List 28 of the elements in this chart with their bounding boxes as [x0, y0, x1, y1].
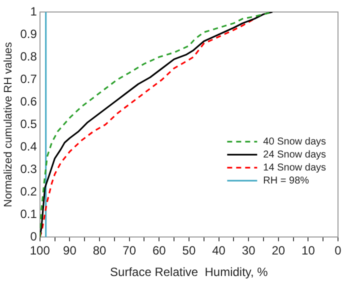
x-tick-label: 0	[334, 244, 342, 258]
x-tick-label: 60	[152, 244, 166, 258]
y-tick-label: 0	[30, 230, 38, 244]
y-tick-label: 0.5	[20, 116, 38, 131]
x-tick-label: 40	[212, 244, 226, 258]
y-axis-title: Normalized cumulative RH values	[2, 42, 15, 208]
y-tick-label: 0.3	[20, 162, 38, 176]
legend-label: RH = 98%	[263, 175, 310, 186]
x-tick-label: 100	[30, 244, 50, 258]
y-tick-label: 0.8	[20, 49, 38, 64]
legend-label: 14 Snow days	[263, 162, 326, 174]
y-tick-label: 1	[30, 4, 38, 18]
legend-label: 40 Snow days	[263, 136, 326, 148]
x-tick-label: 50	[182, 244, 196, 258]
y-tick-label: 0.1	[20, 206, 38, 221]
y-tick-label: 0.9	[20, 26, 38, 41]
y-tick-label: 0.7	[20, 72, 38, 86]
legend-label: 24 Snow days	[263, 149, 326, 160]
x-tick-label: 20	[272, 244, 286, 258]
y-tick-label: 0.6	[20, 94, 38, 108]
y-tick-label: 0.4	[20, 139, 38, 154]
x-tick-label: 10	[302, 244, 316, 258]
x-tick-label: 70	[122, 244, 136, 258]
x-tick-label: 90	[63, 244, 77, 258]
y-tick-label: 0.2	[20, 184, 38, 198]
x-tick-label: 30	[242, 244, 256, 258]
x-axis-title: Surface Relative Humidity, %	[110, 265, 268, 280]
x-tick-label: 80	[92, 244, 106, 258]
